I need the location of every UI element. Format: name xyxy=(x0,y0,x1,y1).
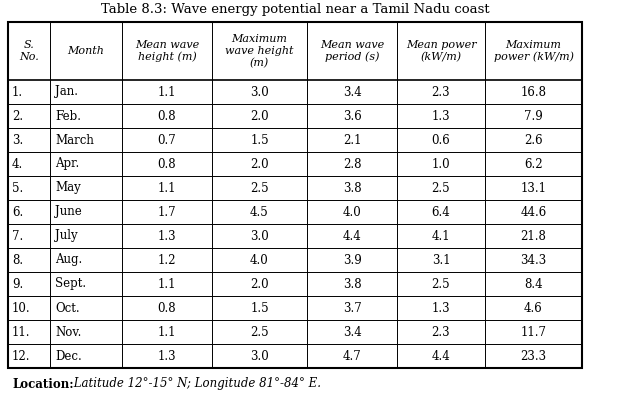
Text: 1.5: 1.5 xyxy=(250,302,269,315)
Text: 2.5: 2.5 xyxy=(432,278,451,291)
Text: 1.3: 1.3 xyxy=(432,302,451,315)
Text: 1.3: 1.3 xyxy=(158,350,177,363)
Text: 4.0: 4.0 xyxy=(343,206,361,219)
Text: 11.: 11. xyxy=(12,326,31,339)
Text: 8.4: 8.4 xyxy=(524,278,543,291)
Text: 4.7: 4.7 xyxy=(343,350,361,363)
Text: Feb.: Feb. xyxy=(55,109,81,123)
Text: 2.: 2. xyxy=(12,109,23,123)
Text: 2.1: 2.1 xyxy=(343,133,361,147)
Text: 2.0: 2.0 xyxy=(250,278,269,291)
Text: 3.8: 3.8 xyxy=(343,278,361,291)
Text: Maximum
wave height
(m): Maximum wave height (m) xyxy=(225,34,294,68)
Text: Oct.: Oct. xyxy=(55,302,80,315)
Text: Table 8.3: Wave energy potential near a Tamil Nadu coast: Table 8.3: Wave energy potential near a … xyxy=(100,3,489,16)
Text: 1.: 1. xyxy=(12,85,23,98)
Text: 3.0: 3.0 xyxy=(250,350,269,363)
Text: 0.8: 0.8 xyxy=(158,109,177,123)
Text: 3.4: 3.4 xyxy=(343,85,361,98)
Text: 2.5: 2.5 xyxy=(432,182,451,195)
Text: 4.4: 4.4 xyxy=(432,350,451,363)
Text: 0.7: 0.7 xyxy=(158,133,177,147)
Text: 4.5: 4.5 xyxy=(250,206,269,219)
Text: Mean wave
height (m): Mean wave height (m) xyxy=(135,40,199,62)
Text: 21.8: 21.8 xyxy=(520,230,547,243)
Text: 16.8: 16.8 xyxy=(520,85,547,98)
Text: 3.8: 3.8 xyxy=(343,182,361,195)
Text: 2.6: 2.6 xyxy=(524,133,543,147)
Text: 11.7: 11.7 xyxy=(520,326,547,339)
Text: 2.3: 2.3 xyxy=(432,326,451,339)
Text: 1.1: 1.1 xyxy=(158,278,176,291)
Text: 4.0: 4.0 xyxy=(250,254,269,267)
Text: 2.5: 2.5 xyxy=(250,326,269,339)
Text: 4.1: 4.1 xyxy=(432,230,451,243)
Text: May: May xyxy=(55,182,80,195)
Text: 10.: 10. xyxy=(12,302,31,315)
Text: 6.: 6. xyxy=(12,206,23,219)
Text: 1.7: 1.7 xyxy=(158,206,177,219)
Text: 6.4: 6.4 xyxy=(432,206,451,219)
Text: 3.: 3. xyxy=(12,133,23,147)
Text: 0.6: 0.6 xyxy=(432,133,451,147)
Text: 1.5: 1.5 xyxy=(250,133,269,147)
Text: 8.: 8. xyxy=(12,254,23,267)
Text: March: March xyxy=(55,133,94,147)
Text: Mean wave
period (s): Mean wave period (s) xyxy=(320,40,384,62)
Text: 23.3: 23.3 xyxy=(520,350,547,363)
Text: Dec.: Dec. xyxy=(55,350,82,363)
Text: 3.1: 3.1 xyxy=(432,254,451,267)
Text: 3.7: 3.7 xyxy=(343,302,361,315)
Text: 4.6: 4.6 xyxy=(524,302,543,315)
Text: 2.0: 2.0 xyxy=(250,109,269,123)
Text: Aug.: Aug. xyxy=(55,254,82,267)
Text: Sept.: Sept. xyxy=(55,278,86,291)
Text: 2.3: 2.3 xyxy=(432,85,451,98)
Text: 34.3: 34.3 xyxy=(520,254,547,267)
Text: S.
No.: S. No. xyxy=(19,40,39,62)
Text: 1.3: 1.3 xyxy=(432,109,451,123)
Text: July: July xyxy=(55,230,77,243)
Text: 6.2: 6.2 xyxy=(524,158,543,171)
Text: 5.: 5. xyxy=(12,182,23,195)
Text: Mean power
(kW/m): Mean power (kW/m) xyxy=(406,40,476,62)
Text: Latitude 12°-15° N; Longitude 81°-84° E.: Latitude 12°-15° N; Longitude 81°-84° E. xyxy=(70,378,321,390)
Text: 3.0: 3.0 xyxy=(250,85,269,98)
Text: 1.1: 1.1 xyxy=(158,326,176,339)
Text: 12.: 12. xyxy=(12,350,31,363)
Text: 44.6: 44.6 xyxy=(520,206,547,219)
Text: 2.8: 2.8 xyxy=(343,158,361,171)
Text: 3.0: 3.0 xyxy=(250,230,269,243)
Text: 2.0: 2.0 xyxy=(250,158,269,171)
Text: 7.: 7. xyxy=(12,230,23,243)
Text: 1.3: 1.3 xyxy=(158,230,177,243)
Text: 1.2: 1.2 xyxy=(158,254,176,267)
Text: Maximum
power (kW/m): Maximum power (kW/m) xyxy=(494,40,573,62)
Text: 9.: 9. xyxy=(12,278,23,291)
Text: 2.5: 2.5 xyxy=(250,182,269,195)
Text: 1.1: 1.1 xyxy=(158,85,176,98)
Text: Apr.: Apr. xyxy=(55,158,79,171)
Text: Month: Month xyxy=(67,46,104,56)
Text: June: June xyxy=(55,206,82,219)
Text: Jan.: Jan. xyxy=(55,85,78,98)
Text: 0.8: 0.8 xyxy=(158,158,177,171)
Text: 3.6: 3.6 xyxy=(343,109,361,123)
Text: 7.9: 7.9 xyxy=(524,109,543,123)
Text: 1.1: 1.1 xyxy=(158,182,176,195)
Text: 1.0: 1.0 xyxy=(432,158,451,171)
Bar xyxy=(8,22,582,368)
Text: 0.8: 0.8 xyxy=(158,302,177,315)
Text: 4.4: 4.4 xyxy=(343,230,361,243)
Text: 3.9: 3.9 xyxy=(343,254,361,267)
Text: Location:: Location: xyxy=(12,378,74,390)
Text: 3.4: 3.4 xyxy=(343,326,361,339)
Text: 13.1: 13.1 xyxy=(520,182,547,195)
Text: 4.: 4. xyxy=(12,158,23,171)
Text: Nov.: Nov. xyxy=(55,326,81,339)
